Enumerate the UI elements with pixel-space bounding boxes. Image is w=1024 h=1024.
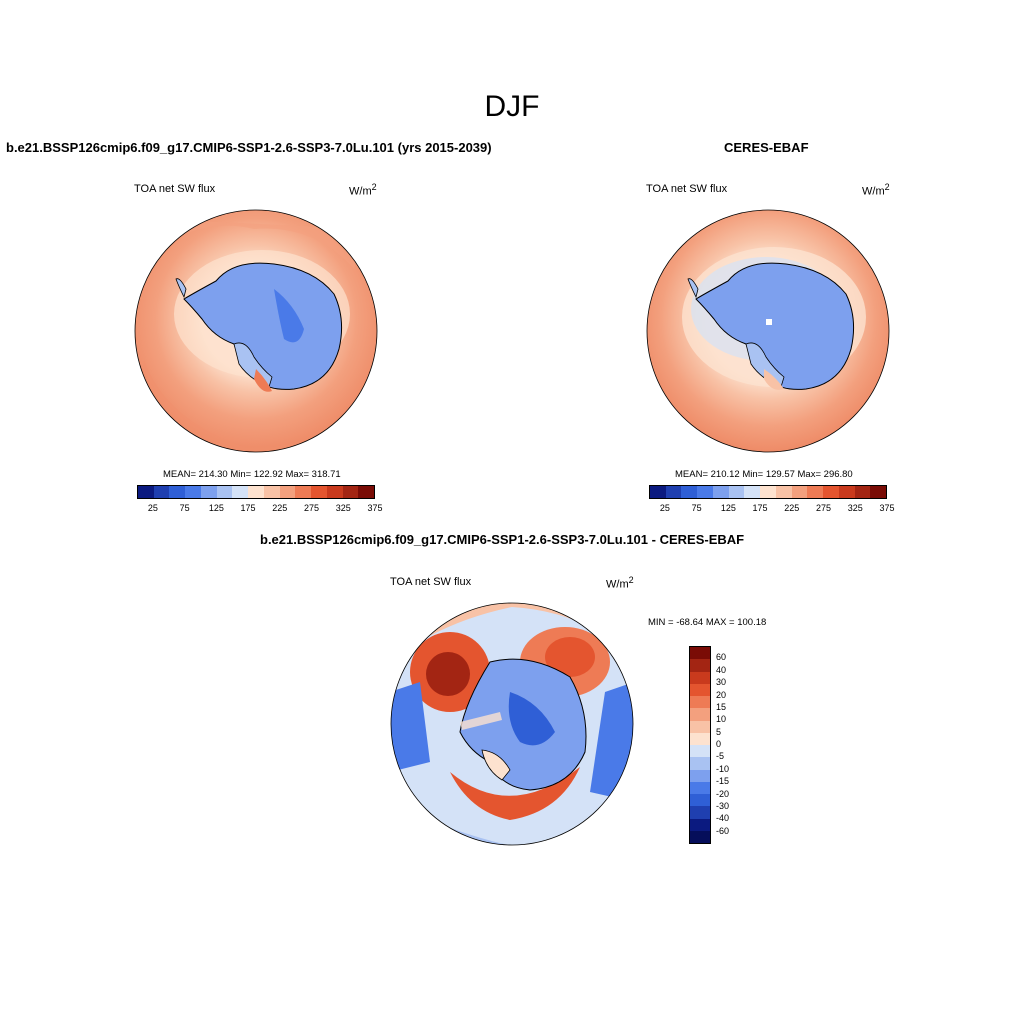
colorbar-tick-label: 30 (716, 677, 727, 688)
panel3-variable-label: TOA net SW flux (390, 576, 472, 588)
colorbar-tick-label: 15 (716, 701, 727, 712)
panel1-map (134, 209, 378, 453)
colorbar-tick-label: 25 (659, 503, 670, 513)
colorbar-tick-label: -40 (716, 813, 730, 824)
colorbar-swatch (200, 486, 217, 498)
colorbar-swatch (775, 486, 792, 498)
panel3-units-label: W/m2 (606, 575, 634, 591)
figure-title: DJF (484, 90, 540, 123)
colorbar-swatch (807, 486, 824, 498)
panel1-variable-label: TOA net SW flux (134, 183, 216, 195)
panel2-colorbar (649, 485, 887, 499)
colorbar-swatch (690, 806, 710, 819)
colorbar-tick-label: 40 (716, 664, 727, 675)
panel2-units-label: W/m2 (862, 182, 890, 198)
colorbar-swatch (744, 486, 761, 498)
colorbar-swatch (248, 486, 264, 498)
colorbar-tick-label: 225 (784, 503, 800, 513)
colorbar-swatch (823, 486, 839, 498)
colorbar-swatch (690, 732, 710, 745)
colorbar-swatch (650, 486, 666, 498)
panel3-map (390, 602, 634, 846)
colorbar-swatch (311, 486, 327, 498)
colorbar-tick-label: 225 (272, 503, 288, 513)
colorbar-tick-label: 5 (716, 726, 722, 737)
colorbar-swatch (697, 486, 713, 498)
panel2-title: CERES-EBAF (724, 140, 809, 155)
colorbar-swatch (216, 486, 233, 498)
colorbar-tick-label: -10 (716, 763, 730, 774)
colorbar-tick-label: 75 (179, 503, 190, 513)
colorbar-tick-label: 75 (691, 503, 702, 513)
colorbar-tick-label: 325 (847, 503, 863, 513)
colorbar-tick-label: -20 (716, 788, 730, 799)
colorbar-swatch (263, 486, 280, 498)
colorbar-swatch (690, 794, 710, 807)
colorbar-swatch (665, 486, 682, 498)
colorbar-tick-label: 20 (716, 689, 727, 700)
colorbar-swatch (690, 720, 710, 733)
panel1-colorbar (137, 485, 375, 499)
colorbar-tick-label: 175 (240, 503, 256, 513)
colorbar-tick-label: 375 (879, 503, 895, 513)
colorbar-tick-label: 275 (304, 503, 320, 513)
colorbar-tick-label: 175 (752, 503, 768, 513)
panel1-units-label: W/m2 (349, 182, 377, 198)
colorbar-swatch (791, 486, 808, 498)
panel3-colorbar (689, 646, 711, 844)
colorbar-swatch (153, 486, 170, 498)
colorbar-swatch (690, 745, 710, 758)
colorbar-tick-label: -60 (716, 825, 730, 836)
colorbar-swatch (728, 486, 745, 498)
colorbar-swatch (690, 659, 710, 672)
colorbar-swatch (342, 486, 359, 498)
colorbar-swatch (690, 683, 710, 696)
colorbar-swatch (690, 757, 710, 770)
colorbar-swatch (295, 486, 312, 498)
colorbar-swatch (712, 486, 729, 498)
colorbar-tick-label: 375 (367, 503, 383, 513)
panel2-map (646, 209, 890, 453)
colorbar-swatch (870, 486, 887, 498)
panel2-stats: MEAN= 210.12 Min= 129.57 Max= 296.80 (675, 469, 853, 480)
panel1-title: b.e21.BSSP126cmip6.f09_g17.CMIP6-SSP1-2.… (6, 140, 492, 155)
colorbar-swatch (690, 769, 710, 782)
colorbar-swatch (326, 486, 343, 498)
colorbar-tick-label: -5 (716, 751, 725, 762)
colorbar-swatch (690, 781, 710, 794)
panel3-title: b.e21.BSSP126cmip6.f09_g17.CMIP6-SSP1-2.… (260, 532, 745, 547)
colorbar-tick-label: -15 (716, 776, 730, 787)
colorbar-tick-label: 275 (816, 503, 832, 513)
colorbar-swatch (358, 486, 375, 498)
colorbar-tick-label: 25 (147, 503, 158, 513)
colorbar-swatch (760, 486, 776, 498)
panel3-stats: MIN = -68.64 MAX = 100.18 (648, 617, 767, 628)
colorbar-swatch (690, 647, 710, 660)
colorbar-swatch (279, 486, 296, 498)
colorbar-swatch (169, 486, 186, 498)
panel2-variable-label: TOA net SW flux (646, 183, 728, 195)
colorbar-swatch (138, 486, 154, 498)
colorbar-swatch (232, 486, 249, 498)
colorbar-swatch (690, 818, 710, 831)
colorbar-tick-label: 60 (716, 652, 727, 663)
colorbar-swatch (838, 486, 855, 498)
colorbar-tick-label: -30 (716, 800, 730, 811)
panel1-stats: MEAN= 214.30 Min= 122.92 Max= 318.71 (163, 469, 341, 480)
colorbar-swatch (185, 486, 201, 498)
colorbar-tick-label: 325 (335, 503, 351, 513)
colorbar-swatch (690, 830, 710, 843)
colorbar-swatch (690, 696, 710, 709)
colorbar-swatch (690, 671, 710, 684)
colorbar-swatch (681, 486, 698, 498)
colorbar-tick-label: 10 (716, 714, 727, 725)
colorbar-tick-label: 125 (720, 503, 736, 513)
colorbar-swatch (854, 486, 871, 498)
colorbar-tick-label: 0 (716, 739, 722, 749)
colorbar-tick-label: 125 (208, 503, 224, 513)
colorbar-swatch (690, 708, 710, 721)
